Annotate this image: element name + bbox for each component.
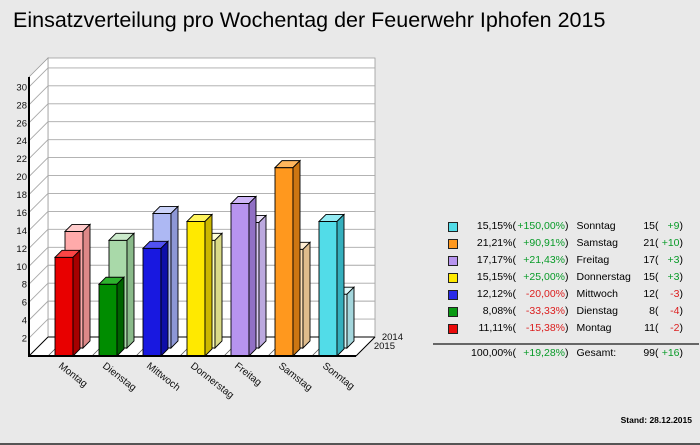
bar-donnerstag-2015 <box>185 213 214 358</box>
legend-panel: 15,15% (+150,00%) Sonntag 15(+9) 21,21%(+90,… <box>433 218 699 362</box>
legend-separator <box>433 343 699 345</box>
legend-swatch <box>448 238 458 249</box>
legend-percent: 15,15% <box>476 271 513 283</box>
legend-day-label: Gesamt: <box>576 347 617 359</box>
svg-text:20: 20 <box>16 172 27 183</box>
legend-change: (-33,33%) <box>512 305 569 317</box>
svg-text:30: 30 <box>16 82 27 93</box>
legend-percent: 21,21% <box>476 237 513 249</box>
legend-count: 8(-4) <box>649 305 683 317</box>
svg-text:Samstag: Samstag <box>276 361 314 394</box>
legend-swatch <box>448 306 458 317</box>
svg-text:Mittwoch: Mittwoch <box>144 361 182 394</box>
svg-text:12: 12 <box>16 244 27 255</box>
svg-text:2014: 2014 <box>382 332 403 343</box>
svg-text:22: 22 <box>16 154 27 165</box>
legend-swatch <box>448 289 458 300</box>
bar-samstag-2015 <box>273 159 302 358</box>
legend-day-label: Sonntag <box>576 220 616 232</box>
legend-day-label: Montag <box>576 322 612 334</box>
svg-text:Sonntag: Sonntag <box>320 361 356 393</box>
legend-count: 12(-3) <box>643 288 683 300</box>
svg-text:8: 8 <box>22 280 27 291</box>
legend-swatch <box>448 221 458 232</box>
svg-text:16: 16 <box>16 208 27 219</box>
legend-day-label: Donnerstag <box>576 271 631 283</box>
svg-text:Montag: Montag <box>56 361 89 390</box>
legend-change: (+21,43%) <box>512 254 569 266</box>
stand-date-label: Stand: 28.12.2015 <box>620 415 692 425</box>
legend-change: (+90,91%) <box>512 237 569 249</box>
bar-dienstag-2015 <box>97 276 126 358</box>
legend-day-label: Freitag <box>576 254 610 266</box>
legend-change: (-15,38%) <box>512 322 569 334</box>
legend-percent: 8,08% <box>482 305 513 317</box>
legend-percent: 15,15% <box>476 220 513 232</box>
legend-row-mittwoch: 12,12%(-20,00%) Mittwoch 12(-3) <box>433 286 699 303</box>
legend-swatch <box>448 272 458 283</box>
svg-text:18: 18 <box>16 190 27 201</box>
svg-text:Donnerstag: Donnerstag <box>188 361 236 401</box>
legend-count: 15(+3) <box>643 271 683 283</box>
bottom-border <box>0 443 700 445</box>
legend-row-freitag: 17,17%(+21,43%) Freitag 17(+3) <box>433 252 699 269</box>
svg-text:6: 6 <box>22 298 27 309</box>
legend-change: (-20,00%) <box>512 288 569 300</box>
bar-mittwoch-2015 <box>141 240 170 358</box>
legend-count: 11(-2) <box>644 322 683 334</box>
legend-percent: 17,17% <box>476 254 513 266</box>
svg-text:24: 24 <box>16 136 27 147</box>
svg-text:4: 4 <box>22 316 27 327</box>
legend-percent: 12,12% <box>476 288 513 300</box>
legend-row-samstag: 21,21%(+90,91%) Samstag 21(+10) <box>433 235 699 252</box>
legend-total-row: 100,00%(+19,28%) Gesamt: 99(+16) <box>433 345 699 362</box>
chart-title: Einsatzverteilung pro Wochentag der Feue… <box>13 8 606 32</box>
svg-text:28: 28 <box>16 100 27 111</box>
bar-sonntag-2015 <box>317 213 346 358</box>
legend-row-sonntag: 15,15% (+150,00%) Sonntag 15(+9) <box>433 218 699 235</box>
legend-count: 21(+10) <box>643 237 683 249</box>
bar-montag-2015 <box>53 249 82 358</box>
legend-change: (+19,28%) <box>512 347 569 359</box>
legend-row-donnerstag: 15,15%(+25,00%) Donnerstag 15(+3) <box>433 269 699 286</box>
svg-text:2: 2 <box>22 334 27 345</box>
svg-text:Dienstag: Dienstag <box>100 361 138 394</box>
legend-day-label: Samstag <box>576 237 618 249</box>
legend-swatch <box>448 323 458 334</box>
legend-row-montag: 11,11%(-15,38%) Montag 11(-2) <box>433 320 699 337</box>
legend-count: 99(+16) <box>643 347 683 359</box>
legend-count: 15(+9) <box>643 220 683 232</box>
legend-day-label: Dienstag <box>576 305 618 317</box>
legend-swatch <box>448 255 458 266</box>
svg-text:Freitag: Freitag <box>232 361 263 389</box>
svg-text:10: 10 <box>16 262 27 273</box>
svg-text:26: 26 <box>16 118 27 129</box>
legend-change: (+150,00%) <box>512 220 569 232</box>
legend-row-dienstag: 8,08%(-33,33%) Dienstag 8(-4) <box>433 303 699 320</box>
bar-freitag-2015 <box>229 195 258 358</box>
legend-percent: 100,00% <box>471 347 513 359</box>
legend-change: (+25,00%) <box>512 271 569 283</box>
svg-text:14: 14 <box>16 226 27 237</box>
legend-count: 17(+3) <box>643 254 683 266</box>
legend-day-label: Mittwoch <box>576 288 618 300</box>
svg-text:2015: 2015 <box>374 341 395 352</box>
legend-percent: 11,11% <box>478 322 513 334</box>
